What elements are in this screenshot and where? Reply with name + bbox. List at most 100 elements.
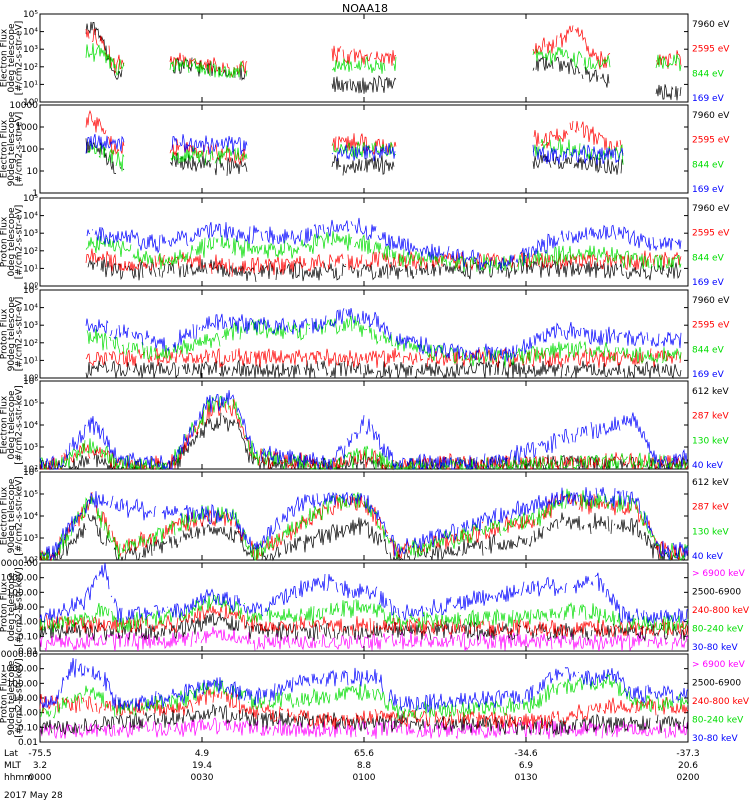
ytick-label: 10¹: [23, 80, 38, 90]
ytick-label: 10⁵: [23, 399, 38, 409]
panel-3: 10⁰ 10¹ 10² 10³ 10⁴ 10⁵TEDProton Flux0deg tel…: [0, 194, 730, 292]
panel-frame: [39, 562, 689, 652]
date-label: 2017 May 28: [4, 791, 63, 800]
legend-entry: 169 eV: [692, 185, 725, 195]
legend-entry: 612 keV: [692, 478, 729, 488]
legend-entry: 2595 eV: [692, 136, 730, 146]
ytick-label: 0.10: [18, 723, 38, 733]
ytick-label: 10⁶: [23, 468, 38, 478]
series-trace: [85, 308, 682, 362]
ytick-label: 10⁴: [23, 304, 38, 314]
series-trace: [39, 412, 689, 471]
legend-entry: 40 keV: [692, 461, 724, 471]
ytick-label: 100.00: [7, 588, 39, 598]
panel-8: 0.01 0.10 1.00 10.00 100.00 1000.00 10000.00ME…: [0, 650, 750, 748]
series-trace: [39, 594, 689, 635]
ytick-label: 1.00: [18, 709, 38, 719]
ytick-label: 10²: [23, 465, 38, 475]
time-tick-lat: -75.5: [28, 749, 51, 759]
ytick-label: 10³: [23, 443, 38, 453]
series-trace: [85, 231, 682, 274]
legend-entry: 80-240 keV: [692, 716, 744, 726]
series-trace: [86, 217, 682, 271]
ytick-label: 10³: [23, 229, 38, 239]
legend-entry: 612 keV: [692, 387, 729, 397]
series-trace: [85, 359, 682, 380]
legend-entry: 844 eV: [692, 253, 725, 263]
legend-entry: 30-80 keV: [692, 734, 738, 744]
ytick-label: 10⁵: [23, 10, 38, 20]
legend-entry: 2500-6900: [692, 679, 741, 689]
series-trace: [39, 390, 688, 471]
legend-entry: 2595 eV: [692, 45, 730, 55]
legend-entry: 169 eV: [692, 370, 725, 380]
legend-entry: 844 eV: [692, 345, 725, 355]
ylabel: TEDElectron Flux0deg telescope[#/cm2-s-s…: [0, 21, 24, 96]
ytick-label: 10⁴: [23, 421, 38, 431]
series-trace: [39, 703, 689, 736]
time-tick-hhmm: 0130: [515, 773, 538, 783]
ytick-label: 10.00: [12, 603, 38, 613]
series-trace: [39, 395, 688, 471]
series-trace: [39, 657, 689, 714]
ytick-label: 10³: [23, 45, 38, 55]
legend-entry: 287 keV: [692, 412, 729, 422]
legend-entry: > 6900 keV: [692, 660, 746, 670]
legend-entry: 80-240 keV: [692, 625, 744, 635]
ytick-label: 10: [27, 167, 39, 177]
ytick-label: 100: [21, 145, 38, 155]
time-tick-mlt: 6.9: [519, 761, 534, 771]
legend-entry: 130 keV: [692, 527, 729, 537]
time-tick-hhmm: 0030: [191, 773, 214, 783]
ytick-label: 10000.00: [0, 559, 38, 569]
ytick-label: 10⁴: [23, 28, 38, 38]
ytick-label: 1000.00: [1, 574, 38, 584]
time-tick-hhmm: 0100: [353, 773, 376, 783]
time-axis: Lat MLT hhmm -75.5 3.2 0000 4.9 19.4 0030 65.6 8.8…: [4, 749, 700, 783]
time-tick-hhmm: 0200: [677, 773, 700, 783]
series-trace: [39, 686, 689, 730]
time-tick-lat: -34.6: [514, 749, 538, 759]
ytick-label: 10³: [23, 534, 38, 544]
ylabel: TEDProton Flux0deg telescope[#/cm2-s-str…: [0, 205, 24, 280]
ytick-label: 10⁵: [23, 286, 38, 296]
ylabel: MEPEDElectron Flux0deg telescope[#/cm2-s…: [0, 385, 24, 464]
legend-entry: > 6900 keV: [692, 569, 746, 579]
time-tick-mlt: 19.4: [192, 761, 212, 771]
time-row-label: MLT: [4, 761, 22, 771]
ytick-label: 10²: [23, 339, 38, 349]
legend-entry: 30-80 keV: [692, 643, 738, 653]
ytick-label: 1.00: [18, 618, 38, 628]
time-tick-hhmm: 0000: [29, 773, 52, 783]
ytick-label: 10⁴: [23, 512, 38, 522]
legend-entry: 240-800 keV: [692, 606, 750, 616]
ytick-label: 10⁰: [23, 98, 38, 108]
ytick-label: 10⁶: [23, 377, 38, 387]
time-tick-lat: -37.3: [676, 749, 699, 759]
ytick-label: 0.10: [18, 632, 38, 642]
panel-5: 10²10³10⁴10⁵10⁶MEPEDElectron Flux0deg te…: [0, 377, 729, 475]
time-tick-mlt: 3.2: [33, 761, 47, 771]
ytick-label: 1000: [15, 123, 38, 133]
legend-entry: 7960 eV: [692, 20, 730, 30]
legend-entry: 169 eV: [692, 278, 725, 288]
ytick-label: 0.01: [18, 738, 38, 748]
legend-entry: 287 keV: [692, 503, 729, 513]
series-trace: [85, 133, 624, 166]
panel-frame: [39, 197, 689, 287]
series-trace: [85, 248, 682, 277]
panel-2: 1 10 100 1000 10000TEDElectron Flux90deg tel…: [0, 101, 730, 199]
legend-entry: 844 eV: [692, 160, 725, 170]
ytick-label: 10.00: [12, 694, 38, 704]
ytick-label: 10⁴: [23, 212, 38, 222]
figure-title: NOAA18: [342, 2, 388, 15]
series-trace: [85, 43, 682, 79]
ytick-label: 10⁰: [23, 374, 38, 384]
legend-entry: 2500-6900: [692, 588, 741, 598]
ytick-label: 10⁵: [23, 194, 38, 204]
legend-entry: 2595 eV: [692, 321, 730, 331]
ytick-label: 10000.00: [0, 650, 38, 660]
series-trace: [39, 626, 689, 652]
ylabel: MEPEDElectron Flux90deg telescope[#/cm2-…: [0, 476, 24, 555]
time-row-label: hhmm: [4, 773, 33, 783]
